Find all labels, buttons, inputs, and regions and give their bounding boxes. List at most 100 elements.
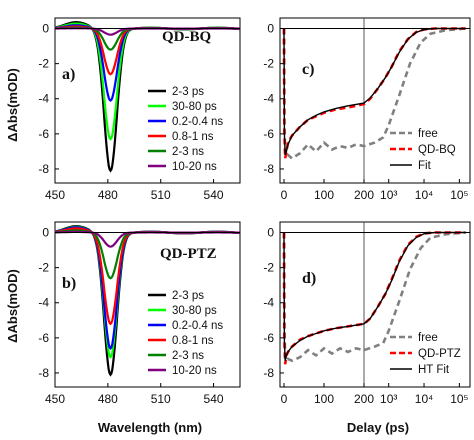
panel-b: 0 -2 -4 -6 -8 450 480 510 540 b) QD-PTZ 2-3 ps 30… [38, 221, 241, 406]
panel-c-label: c) [302, 61, 314, 78]
xtick-label: 510 [151, 188, 171, 202]
spectrum-line [54, 26, 240, 51]
panel-c-ticks: 0 -2 -4 -6 -8 0 100 200 10³ 10⁴ 10⁵ [263, 22, 470, 202]
ytick-label: 0 [267, 22, 274, 36]
xtick-label: 10⁴ [415, 392, 434, 406]
ytick-label: -8 [38, 162, 49, 176]
legend-entry: 2-3 ps [172, 86, 204, 98]
legend-entry: 10-20 ns [172, 365, 217, 377]
kinetic-trace [282, 27, 466, 159]
legend-entry: free [418, 128, 438, 140]
legend-entry: 0.2-0.4 ns [172, 320, 223, 332]
legend-entry: 2-3 ps [172, 290, 204, 302]
legend-entry: QD-PTZ [418, 348, 461, 360]
panel-b-ylabel: ΔAbs(mOD) [5, 269, 20, 343]
panel-a-curves [54, 20, 241, 173]
ytick-label: 0 [42, 226, 49, 240]
xtick-label: 480 [98, 392, 118, 406]
panel-d: 0 -2 -4 -6 -8 0 100 200 10³ 10⁴ 10⁵ d) free QD-PTZ H… [263, 221, 471, 406]
ytick-label: 0 [267, 226, 274, 240]
spectrum-line [54, 25, 240, 76]
panel-b-frame [54, 221, 241, 388]
xtick-label: 200 [354, 188, 374, 202]
panel-d-ticks: 0 -2 -4 -6 -8 0 100 200 10³ 10⁴ 10⁵ [263, 226, 470, 406]
xtick-label: 10⁵ [450, 188, 468, 202]
xtick-label: 10⁵ [450, 392, 468, 406]
ytick-label: -4 [263, 92, 274, 106]
panel-a-legend: 2-3 ps 30-80 ps 0.2-0.4 ns 0.8-1 ns 2-3 ns 10… [148, 86, 223, 173]
panel-c-frame [279, 17, 471, 184]
panel-a-ticks: 0 -2 -4 -6 -8 450 480 510 540 [38, 22, 240, 202]
spectrum-line [55, 230, 240, 248]
legend-entry: HT Fit [418, 364, 450, 376]
ytick-label: -2 [38, 261, 49, 275]
panel-d-frame [279, 221, 471, 388]
ytick-label: -6 [263, 331, 274, 345]
xtick-label: 200 [354, 392, 374, 406]
ytick-label: -6 [263, 127, 274, 141]
kinetic-trace [283, 231, 466, 361]
ytick-label: -2 [263, 57, 274, 71]
panel-b-legend: 2-3 ps 30-80 ps 0.2-0.4 ns 0.8-1 ns 2-3 ns 10… [148, 290, 223, 377]
panel-a-ylabel: ΔAbs(mOD) [5, 68, 20, 142]
xtick-label: 0 [281, 392, 288, 406]
panel-b-ticks: 0 -2 -4 -6 -8 450 480 510 540 [38, 226, 240, 406]
panel-b-sample-label: QD-PTZ [160, 246, 217, 262]
legend-entry: 30-80 ps [172, 101, 217, 113]
ytick-label: -4 [38, 92, 49, 106]
ytick-label: -8 [263, 162, 274, 176]
xtick-label: 10³ [380, 188, 397, 202]
panel-a-sample-label: QD-BQ [162, 29, 212, 45]
xtick-label: 0 [281, 188, 288, 202]
legend-entry: 0.8-1 ns [172, 335, 214, 347]
xtick-label: 540 [204, 392, 224, 406]
legend-entry: 10-20 ns [172, 161, 217, 173]
legend-entry: 0.2-0.4 ns [172, 116, 223, 128]
ytick-label: -8 [263, 366, 274, 380]
panel-d-label: d) [302, 270, 316, 287]
panel-a-label: a) [62, 66, 75, 83]
xtick-label: 510 [151, 392, 171, 406]
legend-entry: 0.8-1 ns [172, 131, 214, 143]
xtick-label: 10⁴ [415, 188, 434, 202]
legend-entry: Fit [418, 160, 432, 172]
legend-entry: free [418, 332, 438, 344]
ytick-label: -2 [38, 57, 49, 71]
xtick-label: 10³ [380, 392, 397, 406]
ytick-label: -8 [38, 366, 49, 380]
panel-c: 0 -2 -4 -6 -8 0 100 200 10³ 10⁴ 10⁵ c) free QD-BQ Fi… [263, 17, 471, 202]
xtick-label: 480 [98, 188, 118, 202]
xtick-label: 450 [45, 188, 65, 202]
panel-c-curves [282, 27, 466, 161]
delay-xlabel: Delay (ps) [347, 420, 409, 435]
xtick-label: 100 [314, 392, 334, 406]
panel-a-frame [54, 17, 241, 184]
ytick-label: -2 [263, 261, 274, 275]
kinetic-trace [282, 27, 466, 161]
xtick-label: 450 [45, 392, 65, 406]
xtick-label: 100 [314, 188, 334, 202]
legend-entry: 2-3 ns [172, 146, 204, 158]
ytick-label: -4 [263, 296, 274, 310]
panel-d-curves [282, 231, 466, 365]
kinetic-trace [282, 231, 466, 364]
wavelength-xlabel: Wavelength (nm) [98, 420, 202, 435]
panel-c-legend: free QD-BQ Fit [390, 128, 456, 172]
ytick-label: -6 [38, 331, 49, 345]
spectrum-line [54, 20, 240, 173]
xtick-label: 540 [204, 188, 224, 202]
legend-entry: QD-BQ [418, 144, 456, 156]
ytick-label: -6 [38, 127, 49, 141]
panel-b-label: b) [62, 275, 76, 292]
legend-entry: 30-80 ps [172, 305, 217, 317]
kinetic-trace [282, 231, 466, 365]
legend-entry: 2-3 ns [172, 350, 204, 362]
spectrum-line [55, 27, 240, 36]
ytick-label: 0 [42, 22, 49, 36]
ytick-label: -4 [38, 296, 49, 310]
panel-a: 0 -2 -4 -6 -8 450 480 510 540 a) QD-BQ 2-3 ps 30-… [38, 17, 241, 202]
kinetic-trace [283, 27, 466, 156]
spectrum-line [54, 24, 241, 102]
panel-d-legend: free QD-PTZ HT Fit [390, 332, 461, 376]
